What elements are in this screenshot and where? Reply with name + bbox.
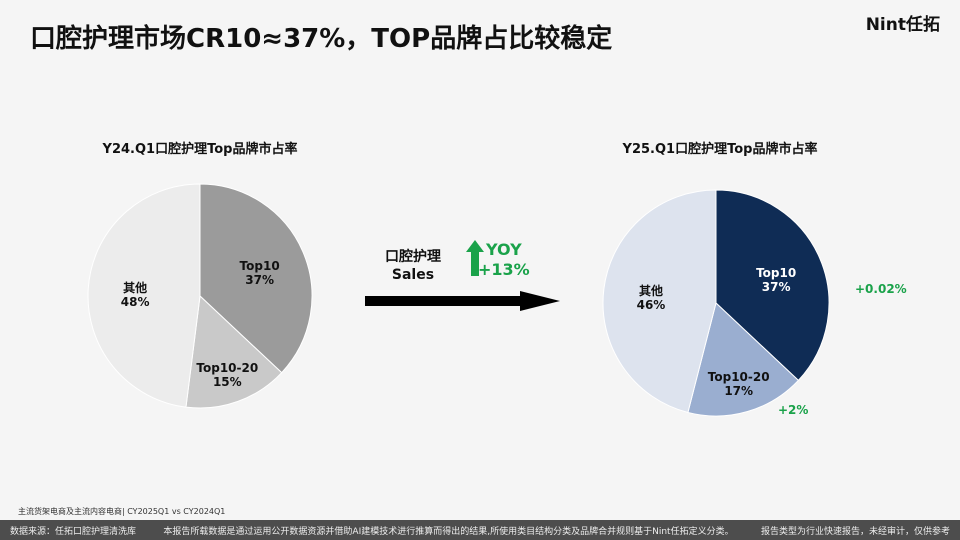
yoy-badge: YOY +13% bbox=[478, 240, 530, 279]
footer-note: 本报告所载数据是通过运用公开数据资源并借助AI建模技术进行推算而得出的结果,所使… bbox=[163, 526, 734, 537]
delta-top10-20: +2% bbox=[778, 403, 809, 417]
slice-value-label: 48% bbox=[121, 295, 150, 309]
chart-title-left: Y24.Q1口腔护理Top品牌市占率 bbox=[102, 142, 298, 157]
pie-slice-0-0 bbox=[199, 183, 313, 374]
page-title: 口腔护理市场CR10≈37%，TOP品牌占比较稳定 bbox=[30, 24, 613, 54]
slice-value-label: 46% bbox=[637, 298, 666, 312]
footer-source: 数据来源：任拓口腔护理清洗库 bbox=[10, 526, 137, 537]
pie-slice-1-0 bbox=[715, 189, 830, 382]
slice-category-label: Top10-20 bbox=[708, 370, 770, 384]
slice-category-label: 其他 bbox=[639, 283, 663, 298]
arrow-up-icon bbox=[466, 240, 484, 276]
source-note: 主流货架电商及主流内容电商| CY2025Q1 vs CY2024Q1 bbox=[18, 507, 226, 516]
slice-category-label: Top10 bbox=[756, 266, 796, 280]
arrow-right-icon bbox=[365, 291, 560, 311]
sales-label: 口腔护理 Sales bbox=[385, 249, 441, 283]
slice-value-label: 37% bbox=[245, 273, 274, 287]
pie-slice-1-2 bbox=[602, 189, 717, 414]
delta-top10: +0.02% bbox=[855, 282, 907, 296]
nint-logo: Nint任拓 bbox=[865, 15, 940, 35]
slice-category-label: Top10-20 bbox=[196, 361, 258, 375]
slice-value-label: 37% bbox=[762, 280, 791, 294]
slice-value-label: 17% bbox=[724, 384, 753, 398]
chart-title-right: Y25.Q1口腔护理Top品牌市占率 bbox=[622, 142, 818, 157]
slice-category-label: Top10 bbox=[240, 259, 280, 273]
pie-slice-1-1 bbox=[687, 302, 800, 417]
pie-slice-0-2 bbox=[87, 183, 201, 408]
footer-disclaimer: 报告类型为行业快速报告，未经审计，仅供参考 bbox=[760, 526, 950, 537]
footer-bar: 数据来源：任拓口腔护理清洗库 本报告所载数据是通过运用公开数据资源并借助AI建模… bbox=[0, 520, 960, 540]
slice-category-label: 其他 bbox=[123, 280, 147, 295]
pie-slice-0-1 bbox=[185, 294, 283, 409]
slice-value-label: 15% bbox=[213, 375, 242, 389]
